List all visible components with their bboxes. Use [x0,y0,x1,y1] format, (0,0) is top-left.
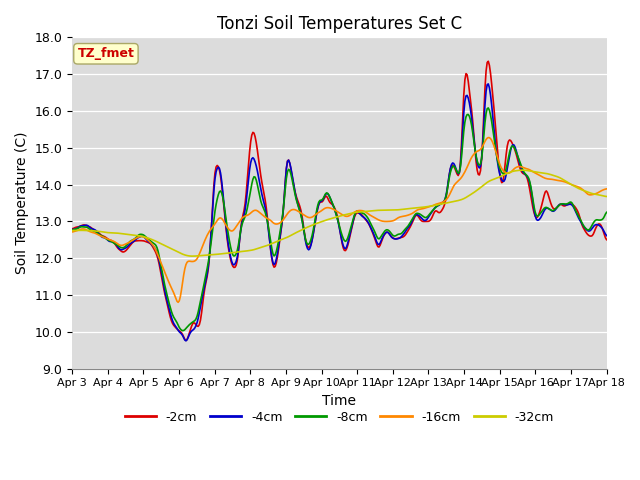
Title: Tonzi Soil Temperatures Set C: Tonzi Soil Temperatures Set C [217,15,462,33]
Y-axis label: Soil Temperature (C): Soil Temperature (C) [15,132,29,274]
Legend: -2cm, -4cm, -8cm, -16cm, -32cm: -2cm, -4cm, -8cm, -16cm, -32cm [120,406,559,429]
Text: TZ_fmet: TZ_fmet [77,47,134,60]
X-axis label: Time: Time [323,394,356,408]
